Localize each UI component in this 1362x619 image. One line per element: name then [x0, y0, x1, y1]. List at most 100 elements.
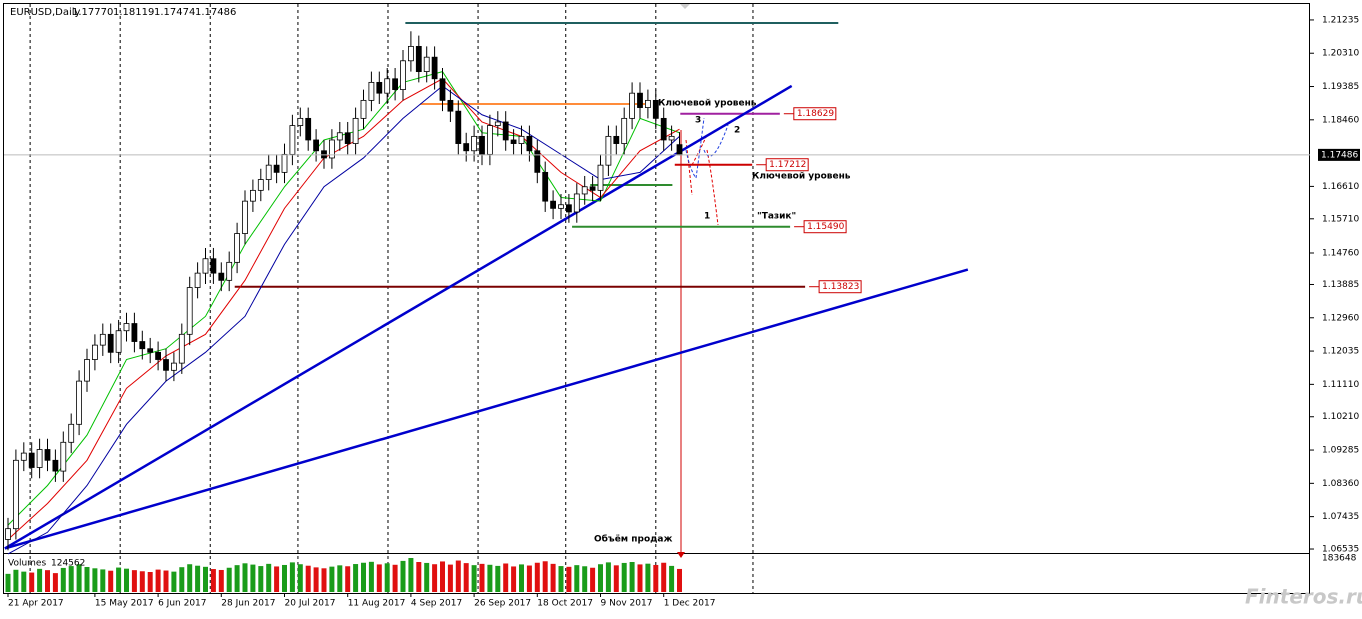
- candle-body: [305, 117, 312, 141]
- candle-body: [76, 380, 82, 425]
- moving-average: [7, 85, 680, 555]
- candle-body: [502, 121, 509, 141]
- volume-bar: [76, 564, 82, 592]
- volume-bar: [305, 565, 311, 592]
- candle-body: [99, 333, 106, 346]
- volume-bar: [653, 564, 659, 592]
- volume-bar: [21, 571, 27, 592]
- volume-bar: [677, 568, 682, 592]
- y-tick-label: 1.16610: [1322, 182, 1359, 192]
- volume-bar: [447, 564, 453, 592]
- y-tick-label: 1.18460: [1322, 115, 1359, 125]
- annotation: 2: [734, 126, 740, 136]
- volume-bar: [313, 567, 319, 592]
- volume-bar: [574, 565, 580, 592]
- candle-body: [147, 348, 154, 353]
- volume-bar: [455, 560, 461, 592]
- volume-bar: [424, 562, 430, 592]
- candle-body: [479, 135, 485, 155]
- candle-body: [344, 132, 351, 144]
- volume-bar: [440, 561, 445, 592]
- volume-bar: [124, 568, 129, 592]
- candle-body: [273, 164, 280, 173]
- volume-bar: [329, 566, 335, 592]
- annotation: "Тазик": [757, 212, 796, 222]
- volume-bar: [52, 573, 58, 592]
- candle-body: [68, 423, 75, 443]
- candle-body: [652, 99, 659, 119]
- volume-bar: [637, 564, 643, 592]
- x-tick-label: 15 May 2017: [95, 599, 154, 609]
- candle-body: [84, 359, 90, 382]
- volume-bar: [361, 562, 366, 592]
- x-tick-label: 1 Dec 2017: [664, 599, 716, 609]
- volume-bar: [661, 562, 667, 592]
- volume-bar: [432, 564, 438, 592]
- volume-bar: [345, 566, 351, 592]
- volume-bar: [139, 571, 145, 592]
- x-tick-label: 9 Nov 2017: [601, 599, 653, 609]
- volume-value: 124562: [51, 559, 85, 569]
- candle-body: [550, 200, 556, 209]
- volume-title: Volumes: [8, 559, 46, 569]
- candle-body: [44, 449, 51, 461]
- candle-body: [313, 139, 320, 152]
- volume-bar: [274, 566, 280, 592]
- volume-bar: [84, 567, 90, 592]
- level-label: 1.15490: [807, 222, 844, 232]
- volume-bar: [37, 568, 43, 592]
- candle-body: [471, 135, 478, 152]
- candle-body: [423, 56, 430, 72]
- candle-body: [510, 139, 517, 144]
- candle-body: [242, 200, 248, 234]
- candle-body: [526, 135, 533, 152]
- volume-bar: [669, 565, 675, 592]
- watermark: Finteros.ru: [1245, 585, 1362, 609]
- volume-bar: [479, 563, 485, 592]
- candle-body: [621, 117, 628, 144]
- y-tick-label: 1.12035: [1322, 347, 1359, 357]
- volume-bar: [558, 566, 564, 592]
- candle-body: [257, 179, 264, 191]
- y-tick-label: 1.11110: [1322, 380, 1359, 390]
- volume-bar: [629, 562, 635, 592]
- volume-bar: [68, 566, 74, 592]
- volume-bar: [353, 564, 359, 592]
- volume-bar: [368, 561, 374, 592]
- candle-body: [281, 153, 288, 173]
- candle-body: [336, 132, 343, 141]
- candle-body: [210, 258, 217, 274]
- y-tick-label: 1.06535: [1322, 545, 1359, 555]
- candle-body: [589, 186, 596, 191]
- candle-body: [297, 117, 304, 126]
- candle-body: [5, 528, 11, 540]
- candle-body: [455, 110, 462, 144]
- volume-bar: [179, 567, 185, 592]
- x-tick-label: 21 Apr 2017: [8, 599, 64, 609]
- x-tick-label: 4 Sep 2017: [411, 599, 462, 609]
- x-tick-label: 28 Jun 2017: [221, 599, 275, 609]
- candle-body: [12, 459, 19, 530]
- volume-bar: [100, 569, 106, 592]
- candle-body: [384, 78, 391, 94]
- volume-bar: [210, 569, 216, 592]
- candle-body: [289, 125, 296, 155]
- volume-bar: [218, 569, 224, 592]
- candle-body: [123, 323, 130, 332]
- candle-body: [439, 78, 446, 101]
- volume-bar: [384, 563, 390, 592]
- volume-bar: [511, 566, 517, 592]
- volume-bar: [376, 564, 382, 592]
- shift-marker: [680, 4, 690, 9]
- volume-bar: [534, 562, 540, 592]
- moving-average: [7, 71, 680, 526]
- candle-body: [52, 459, 59, 472]
- x-tick-label: 18 Oct 2017: [537, 599, 593, 609]
- volume-bar: [550, 563, 556, 592]
- candle-body: [202, 258, 209, 274]
- volume-bar: [416, 562, 422, 592]
- annotation: Ключевой уровень: [752, 172, 851, 182]
- candle-body: [392, 78, 399, 90]
- y-tick-label: 1.12960: [1322, 313, 1359, 323]
- candle-body: [328, 139, 335, 159]
